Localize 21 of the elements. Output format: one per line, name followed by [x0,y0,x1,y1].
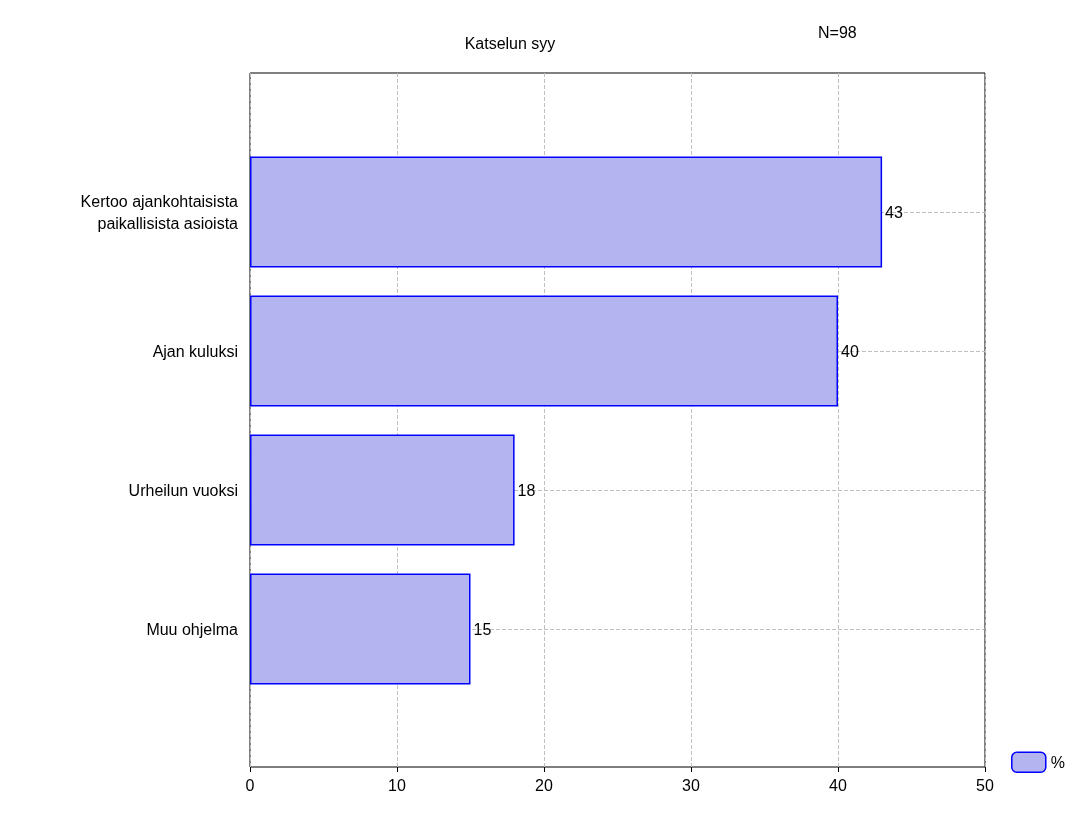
y-tick-label: Kertoo ajankohtaisista paikallisista asioista [80,192,239,232]
data-label: 40 [841,342,859,360]
x-tick-label: 0 [245,776,255,794]
y-tick-label: Urheilun vuoksi [128,481,238,499]
x-tick-label: 20 [535,776,553,794]
bar [250,434,515,546]
x-tick-label: 10 [388,776,406,794]
x-tick-label: 50 [976,776,994,794]
bar [250,156,883,268]
y-tick-label: Muu ohjelma [146,620,239,638]
bar [250,573,471,685]
legend-label: % [1050,753,1066,771]
y-tick-label: Ajan kuluksi [152,342,238,360]
x-tick-label: 40 [829,776,847,794]
data-label: 18 [517,481,536,499]
data-label: 43 [885,203,903,221]
x-tick-label: 30 [682,776,700,794]
data-label: 15 [473,620,492,638]
chart-title: Katselun syy [464,34,556,52]
text: N=98 [818,23,857,41]
bar [250,295,838,407]
